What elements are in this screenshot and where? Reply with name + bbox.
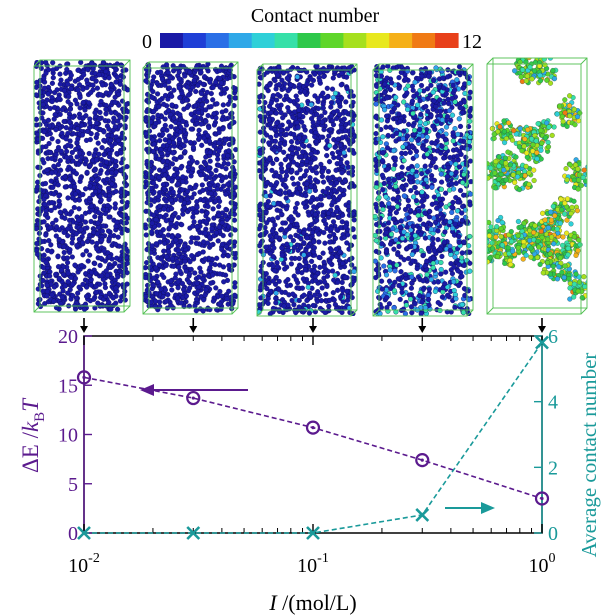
- snapshot-box: [142, 61, 239, 315]
- right-tick-label: 4: [548, 392, 558, 414]
- snapshot-box: [256, 63, 358, 317]
- data-point-x: [186, 526, 201, 540]
- series-left: [76, 370, 550, 506]
- data-point-circle: [534, 491, 550, 506]
- right-axis-ticks: 0 2 4 6: [534, 326, 558, 545]
- colorbar-segment: [366, 33, 390, 48]
- colorbar-segments: [160, 33, 459, 48]
- colorbar-segment: [297, 33, 322, 48]
- data-point-center: [540, 496, 544, 501]
- colorbar-segment: [412, 33, 436, 48]
- colorbar-title: Contact number: [251, 5, 380, 27]
- left-series-pointer-arrow: [140, 384, 248, 396]
- colorbar-segment: [160, 33, 184, 48]
- left-tick-label: 15: [58, 375, 78, 397]
- right-tick-label: 0: [548, 523, 558, 545]
- series-line: [83, 376, 543, 500]
- snapshot-box: [372, 63, 474, 317]
- snapshot-link-arrows: [80, 318, 546, 333]
- colorbar-max-label: 12: [462, 31, 482, 53]
- colorbar-segment: [228, 33, 253, 48]
- link-arrow-head: [80, 326, 88, 333]
- data-point-center: [420, 458, 424, 462]
- x-tick-label: 10-1: [297, 551, 329, 577]
- data-point-circle: [415, 453, 430, 468]
- x-tick-label: 10-2: [68, 551, 100, 577]
- right-series-pointer-arrow: [445, 502, 495, 514]
- x-axis-ticks: 10-2 10-1 100: [68, 336, 556, 577]
- data-point-circle: [186, 390, 201, 406]
- right-tick-label: 6: [548, 326, 558, 348]
- data-point-circle: [305, 420, 321, 435]
- link-arrow-head: [189, 326, 198, 333]
- link-arrow-head: [538, 326, 546, 333]
- data-point-x: [306, 526, 320, 540]
- x-axis-label: I /(mol/L): [268, 590, 356, 615]
- left-axis-label: ΔE /kBT: [18, 397, 48, 473]
- colorbar-segment: [389, 33, 413, 48]
- colorbar-segment: [182, 33, 207, 48]
- data-point-center: [191, 396, 195, 400]
- colorbar: Contact number 0 12: [142, 5, 482, 53]
- right-axis-label: Average contact number: [577, 353, 601, 558]
- series-layer: [76, 335, 550, 540]
- simulation-snapshots: [33, 57, 588, 317]
- snapshot-box: [33, 59, 131, 313]
- data-point-center: [82, 375, 86, 379]
- data-point-center: [311, 426, 315, 430]
- colorbar-segment: [205, 33, 230, 48]
- colorbar-segment: [435, 33, 459, 48]
- left-tick-label: 20: [58, 326, 78, 348]
- link-arrow-head: [418, 326, 427, 333]
- left-tick-label: 5: [68, 474, 78, 496]
- series-line: [84, 342, 543, 534]
- data-point-x: [77, 526, 91, 540]
- right-tick-label: 2: [548, 457, 558, 479]
- series-right: [77, 335, 549, 540]
- colorbar-segment: [343, 33, 367, 48]
- data-point-circle: [76, 370, 92, 385]
- colorbar-min-label: 0: [142, 31, 152, 53]
- left-axis-ticks: 0 5 10 15 20: [58, 326, 92, 545]
- colorbar-segment: [274, 33, 299, 48]
- data-point-x: [535, 335, 549, 350]
- left-tick-label: 0: [68, 523, 78, 545]
- x-tick-label: 100: [529, 551, 556, 577]
- plot-area: 0 5 10 15 20 0 2 4 6 10-2 10-1 100 ΔE /kBT Averag…: [18, 326, 601, 615]
- snapshot-box: [486, 57, 588, 315]
- left-tick-label: 10: [58, 425, 78, 447]
- link-arrow-head: [309, 326, 317, 333]
- data-point-x: [415, 508, 430, 522]
- colorbar-segment: [320, 33, 344, 48]
- colorbar-segment: [251, 33, 276, 48]
